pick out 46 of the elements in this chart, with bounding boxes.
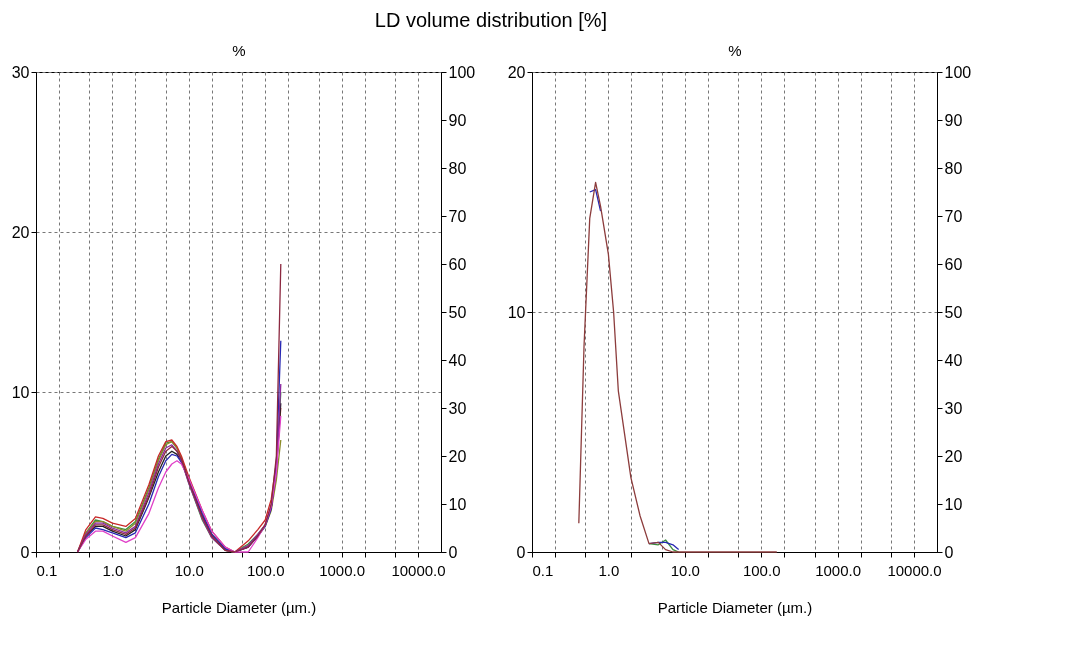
y2-tick-label: 50 [944, 303, 963, 321]
x-axis-title: Particle Diameter (µm.) [161, 598, 317, 616]
y-axis-title: % [728, 41, 742, 59]
y2-tick-label: 10 [944, 495, 963, 513]
y2-tick-label: 90 [944, 111, 963, 129]
y-tick-label: 0 [516, 543, 526, 561]
y2-tick-label: 20 [448, 447, 467, 465]
x-tick-label: 10000.0 [887, 561, 942, 579]
y-tick-label: 10 [507, 303, 526, 321]
x-tick-label: 100.0 [246, 561, 285, 579]
y2-tick-label: 80 [448, 159, 467, 177]
x-axis-title: Particle Diameter (µm.) [657, 598, 813, 616]
y2-tick-label: 30 [448, 399, 467, 417]
y-tick-label: 20 [507, 63, 526, 81]
y-tick-label: 0 [20, 543, 30, 561]
y2-tick-label: 60 [448, 255, 467, 273]
y2-tick-label: 0 [448, 543, 458, 561]
x-tick-label: 10.0 [670, 561, 700, 579]
x-tick-label: 100.0 [742, 561, 781, 579]
y2-tick-label: 40 [944, 351, 963, 369]
y2-tick-label: 100 [448, 63, 476, 81]
y2-tick-label: 0 [944, 543, 954, 561]
y2-tick-label: 70 [448, 207, 467, 225]
x-tick-label: 1.0 [102, 561, 124, 579]
y-tick-label: 30 [11, 63, 30, 81]
y2-tick-label: 10 [448, 495, 467, 513]
y2-tick-label: 50 [448, 303, 467, 321]
x-tick-label: 0.1 [36, 561, 58, 579]
y2-tick-label: 70 [944, 207, 963, 225]
x-tick-label: 0.1 [532, 561, 554, 579]
y2-tick-label: 30 [944, 399, 963, 417]
x-tick-label: 1000.0 [815, 561, 862, 579]
y2-tick-label: 20 [944, 447, 963, 465]
x-tick-label: 10.0 [174, 561, 204, 579]
y2-tick-label: 60 [944, 255, 963, 273]
x-tick-label: 10000.0 [391, 561, 446, 579]
x-tick-label: 1.0 [598, 561, 620, 579]
y2-tick-label: 100 [944, 63, 972, 81]
y2-tick-label: 90 [448, 111, 467, 129]
y-axis-title: % [232, 41, 246, 59]
y2-tick-label: 80 [944, 159, 963, 177]
y2-tick-label: 40 [448, 351, 467, 369]
x-tick-label: 1000.0 [319, 561, 366, 579]
y-tick-label: 20 [11, 223, 30, 241]
text: LD volume distribution [%] [374, 8, 608, 31]
y-tick-label: 10 [11, 383, 30, 401]
